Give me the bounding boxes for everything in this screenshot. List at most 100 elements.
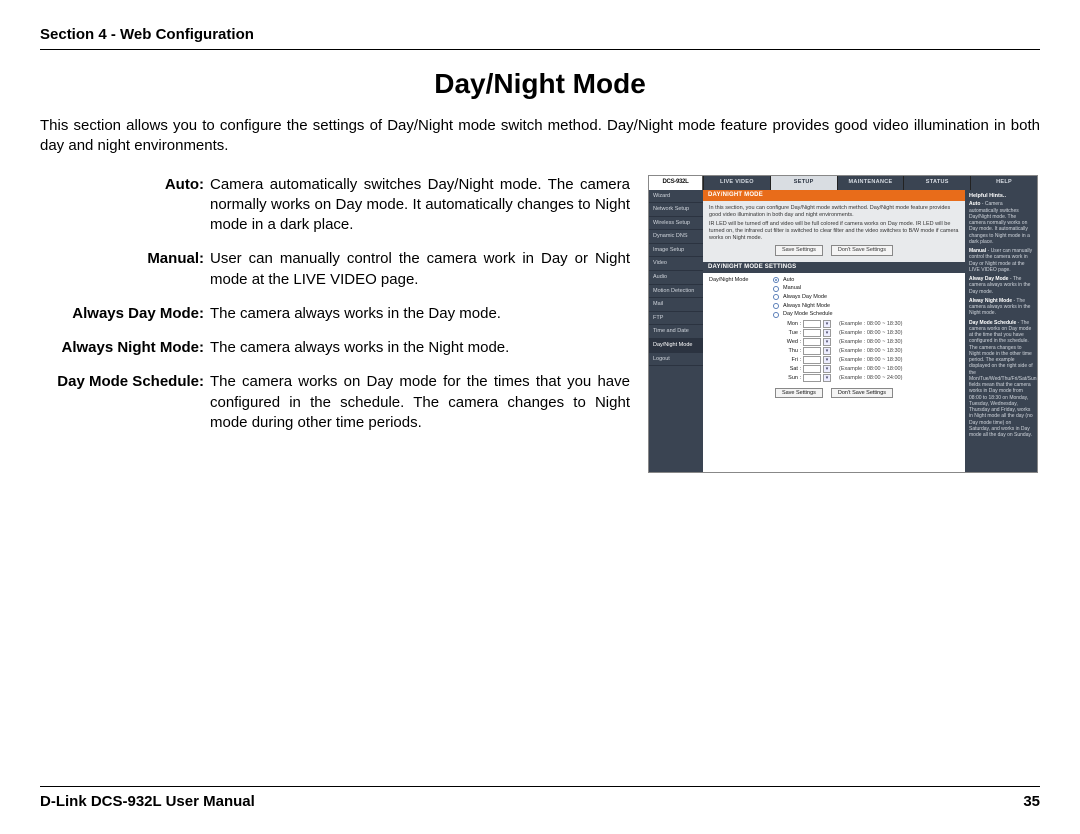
sidebar-item-video[interactable]: Video <box>649 257 703 271</box>
schedule-row-mon: Mon :▾(Example : 08:00 ~ 18:30) <box>783 320 959 328</box>
schedule-day-label: Wed : <box>783 339 801 346</box>
radio-day-mode-schedule[interactable] <box>773 312 779 318</box>
section-header: Section 4 - Web Configuration <box>40 26 1040 50</box>
sidebar-item-logout[interactable]: Logout <box>649 353 703 367</box>
nav-tab-setup[interactable]: SETUP <box>770 176 837 190</box>
schedule-dropdown[interactable]: ▾ <box>823 365 831 373</box>
def-desc: The camera works on Day mode for the tim… <box>210 372 630 433</box>
schedule-day-label: Thu : <box>783 348 801 355</box>
sidebar-item-image-setup[interactable]: Image Setup <box>649 244 703 258</box>
help-anight: Alway Night Mode - The camera always wor… <box>969 298 1033 317</box>
help-aday: Alway Day Mode - The camera always works… <box>969 276 1033 295</box>
intro-paragraph: This section allows you to configure the… <box>40 116 1040 157</box>
schedule-row-sat: Sat : ▾ (Example : 08:00 ~ 18:00) <box>783 365 959 373</box>
save-button[interactable]: Save Settings <box>775 245 823 256</box>
schedule-example: (Example : 08:00 ~ 18:30) <box>839 357 902 364</box>
schedule-dropdown[interactable]: ▾ <box>823 338 831 346</box>
def-term: Manual <box>40 249 210 290</box>
schedule-example: (Example : 08:00 ~ 18:00) <box>839 366 902 373</box>
sidebar-item-motion-detection[interactable]: Motion Detection <box>649 285 703 299</box>
embedded-screenshot: DCS-932L LIVE VIDEOSETUPMAINTENANCESTATU… <box>648 175 1038 473</box>
schedule-example: (Example : 08:00 ~ 24:00) <box>839 375 902 382</box>
def-desc: Camera automatically switches Day/Night … <box>210 175 630 236</box>
footer-left: D-Link DCS-932L User Manual <box>40 793 255 810</box>
def-desc: User can manually control the camera wor… <box>210 249 630 290</box>
schedule-input[interactable] <box>803 374 821 382</box>
device-logo: DCS-932L <box>649 176 703 190</box>
shot-center: DAY/NIGHT MODE In this section, you can … <box>703 190 965 472</box>
schedule-input[interactable] <box>803 356 821 364</box>
radio-always-day-mode[interactable] <box>773 294 779 300</box>
sidebar-item-wireless-setup[interactable]: Wireless Setup <box>649 217 703 231</box>
sidebar-item-mail[interactable]: Mail <box>649 298 703 312</box>
sidebar-item-network-setup[interactable]: Network Setup <box>649 203 703 217</box>
help-title: Helpful Hints.. <box>969 193 1033 200</box>
schedule-input[interactable] <box>803 365 821 373</box>
sidebar-item-audio[interactable]: Audio <box>649 271 703 285</box>
settings-block: Day/Night Mode AutoManual Always Day Mode A… <box>703 273 965 405</box>
def-auto: Auto Camera automatically switches Day/N… <box>40 175 630 236</box>
schedule-example: (Example : 08:00 ~ 18:30) <box>839 330 902 337</box>
schedule-dropdown[interactable]: ▾ <box>823 374 831 382</box>
option-row: Day Mode Schedule <box>709 311 959 318</box>
schedule-row-sun: Sun : ▾ (Example : 08:00 ~ 24:00) <box>783 374 959 382</box>
schedule-input[interactable] <box>803 347 821 355</box>
schedule-example: (Example : 08:00 ~ 18:30) <box>839 339 902 346</box>
button-row-top: Save Settings Don't Save Settings <box>709 245 959 256</box>
schedule-row-wed: Wed : ▾ (Example : 08:00 ~ 18:30) <box>783 338 959 346</box>
cancel-button[interactable]: Don't Save Settings <box>831 388 893 399</box>
help-auto: Auto - Camera automatically switches Day… <box>969 201 1033 245</box>
schedule-row-tue: Tue : ▾ (Example : 08:00 ~ 18:30) <box>783 329 959 337</box>
option-row: Always Day Mode <box>709 294 959 301</box>
nav-tab-status[interactable]: STATUS <box>903 176 970 190</box>
option-row: Manual <box>709 285 959 292</box>
schedule-row-fri: Fri : ▾ (Example : 08:00 ~ 18:30) <box>783 356 959 364</box>
sidebar-item-day-night-mode[interactable]: Day/Night Mode <box>649 339 703 353</box>
radio-label: Always Night Mode <box>783 303 830 310</box>
sidebar-item-wizard[interactable]: Wizard <box>649 190 703 204</box>
nav-tab-help[interactable]: HELP <box>970 176 1037 190</box>
radio-auto[interactable] <box>773 277 779 283</box>
nav-tab-live-video[interactable]: LIVE VIDEO <box>703 176 770 190</box>
description-block: In this section, you can configure Day/N… <box>703 201 965 262</box>
def-term: Auto <box>40 175 210 236</box>
def-desc: The camera always works in the Day mode. <box>210 304 630 324</box>
schedule-input[interactable] <box>803 329 821 337</box>
schedule-day-label: Sat : <box>783 366 801 373</box>
def-schedule: Day Mode Schedule The camera works on Da… <box>40 372 630 433</box>
def-term: Always Day Mode <box>40 304 210 324</box>
def-manual: Manual User can manually control the cam… <box>40 249 630 290</box>
setting-label: Day/Night Mode <box>709 277 773 284</box>
option-row: Always Night Mode <box>709 303 959 310</box>
sidebar-item-time-and-date[interactable]: Time and Date <box>649 325 703 339</box>
schedule-input[interactable] <box>803 338 821 346</box>
schedule-dropdown[interactable]: ▾ <box>823 329 831 337</box>
def-always-night: Always Night Mode The camera always work… <box>40 338 630 358</box>
save-button[interactable]: Save Settings <box>775 388 823 399</box>
content-row: Auto Camera automatically switches Day/N… <box>40 175 1040 473</box>
radio-label: Auto <box>783 277 794 284</box>
sidebar-item-dynamic-dns[interactable]: Dynamic DNS <box>649 230 703 244</box>
schedule-dropdown[interactable]: ▾ <box>823 356 831 364</box>
schedule-dropdown[interactable]: ▾ <box>823 320 831 328</box>
radio-label: Day Mode Schedule <box>783 311 833 318</box>
nav-tab-maintenance[interactable]: MAINTENANCE <box>837 176 904 190</box>
desc-p1: In this section, you can configure Day/N… <box>709 205 959 219</box>
schedule-day-label: Sun : <box>783 375 801 382</box>
shot-main: DAY/NIGHT MODE In this section, you can … <box>703 190 1037 472</box>
sidebar-item-ftp[interactable]: FTP <box>649 312 703 326</box>
option-row: Day/Night Mode Auto <box>709 277 959 284</box>
button-row-bottom: Save Settings Don't Save Settings <box>709 388 959 399</box>
page-title: Day/Night Mode <box>40 68 1040 100</box>
schedule-day-label: Tue : <box>783 330 801 337</box>
schedule-example: (Example : 08:00 ~ 18:30) <box>839 348 902 355</box>
def-term: Day Mode Schedule <box>40 372 210 433</box>
schedule-dropdown[interactable]: ▾ <box>823 347 831 355</box>
radio-manual[interactable] <box>773 286 779 292</box>
cancel-button[interactable]: Don't Save Settings <box>831 245 893 256</box>
shot-body: WizardNetwork SetupWireless SetupDynamic… <box>649 190 1037 472</box>
desc-p2: IR LED will be turned off and video will… <box>709 221 959 242</box>
schedule-input[interactable] <box>803 320 821 328</box>
schedule-day-label: Fri : <box>783 357 801 364</box>
radio-always-night-mode[interactable] <box>773 303 779 309</box>
